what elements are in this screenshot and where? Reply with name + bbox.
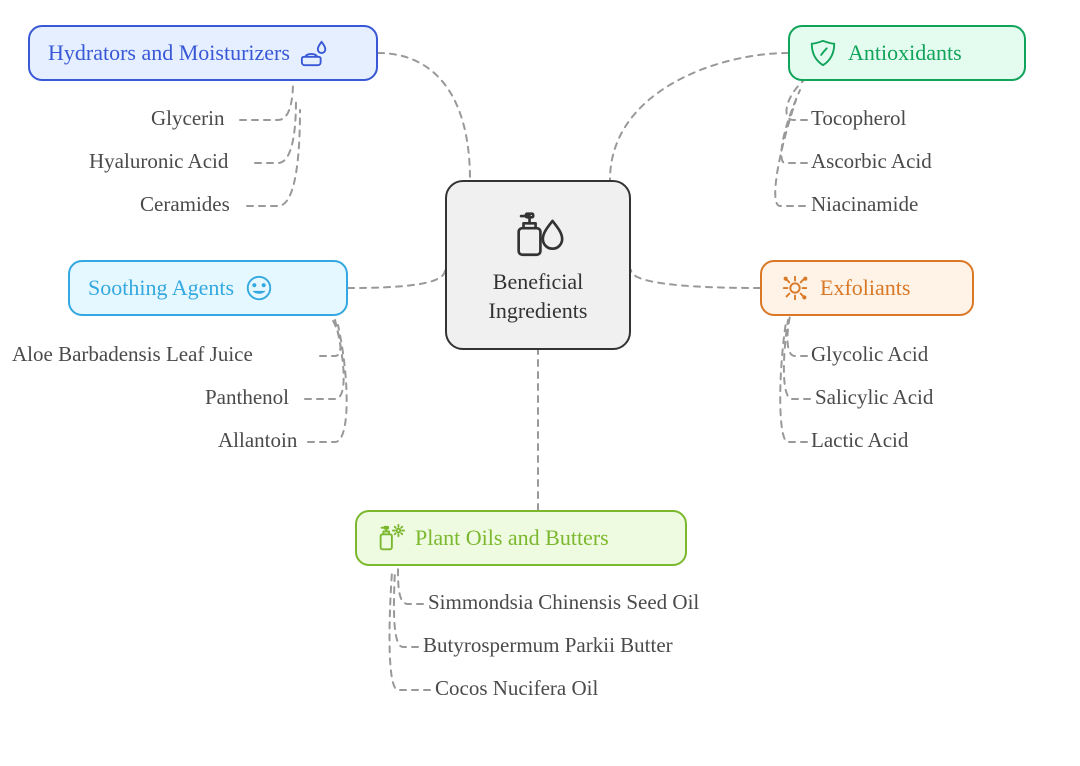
category-hydrators: Hydrators and Moisturizers — [28, 25, 378, 81]
category-label: Soothing Agents — [88, 275, 234, 301]
category-soothing: Soothing Agents — [68, 260, 348, 316]
lotion-drop-icon — [509, 204, 567, 262]
mindmap-canvas: Beneficial Ingredients Hydrators and Moi… — [0, 0, 1080, 766]
ingredient-item: Ceramides — [140, 192, 230, 217]
category-plantoils: Plant Oils and Butters — [355, 510, 687, 566]
ingredient-item: Niacinamide — [811, 192, 918, 217]
category-label: Antioxidants — [848, 40, 962, 66]
burst-icon — [780, 273, 810, 303]
center-node: Beneficial Ingredients — [445, 180, 631, 350]
center-label-1: Beneficial — [489, 268, 588, 297]
ingredient-item: Tocopherol — [811, 106, 906, 131]
ingredient-item: Hyaluronic Acid — [89, 149, 228, 174]
category-exfoliants: Exfoliants — [760, 260, 974, 316]
category-label: Plant Oils and Butters — [415, 525, 609, 551]
ingredient-item: Panthenol — [205, 385, 289, 410]
bottle-sun-icon — [375, 523, 405, 553]
ingredient-item: Glycerin — [151, 106, 224, 131]
ingredient-item: Simmondsia Chinensis Seed Oil — [428, 590, 699, 615]
ingredient-item: Ascorbic Acid — [811, 149, 932, 174]
category-antioxidants: Antioxidants — [788, 25, 1026, 81]
center-label-2: Ingredients — [489, 297, 588, 326]
smiley-icon — [244, 273, 274, 303]
ingredient-item: Glycolic Acid — [811, 342, 928, 367]
category-label: Exfoliants — [820, 275, 910, 301]
ingredient-item: Butyrospermum Parkii Butter — [423, 633, 673, 658]
shield-icon — [808, 38, 838, 68]
category-label: Hydrators and Moisturizers — [48, 40, 290, 66]
jar-drop-icon — [300, 38, 330, 68]
ingredient-item: Cocos Nucifera Oil — [435, 676, 598, 701]
ingredient-item: Lactic Acid — [811, 428, 908, 453]
ingredient-item: Aloe Barbadensis Leaf Juice — [12, 342, 253, 367]
ingredient-item: Salicylic Acid — [815, 385, 933, 410]
ingredient-item: Allantoin — [218, 428, 297, 453]
